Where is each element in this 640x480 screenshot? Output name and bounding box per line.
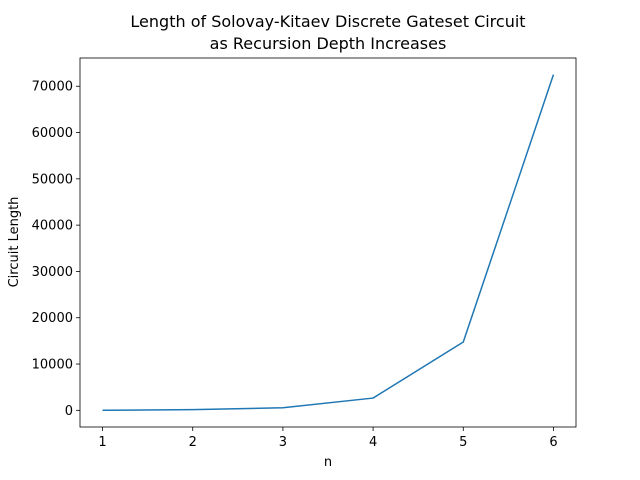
y-axis-label: Circuit Length: [7, 197, 22, 288]
y-tick-label: 40000: [32, 219, 73, 234]
chart-title-line-1: Length of Solovay-Kitaev Discrete Gatese…: [130, 12, 525, 31]
plot-area: 1 2 3 4 5 6 0 10000 20000 30000 40000 50000 60000 700…: [32, 57, 577, 450]
x-axis-label: n: [324, 455, 332, 470]
y-tick-label: 60000: [32, 126, 73, 141]
y-tick-label: 10000: [32, 358, 73, 373]
x-tick-label: 1: [98, 435, 106, 450]
x-tick-label: 3: [279, 435, 287, 450]
plot-frame: [79, 57, 577, 428]
series-line-0: [102, 74, 555, 411]
x-tick-label: 2: [189, 435, 197, 450]
x-tick-label: 6: [549, 435, 557, 450]
y-tick-label: 0: [65, 404, 73, 419]
x-tick-label: 5: [459, 435, 467, 450]
y-tick-label: 20000: [32, 311, 73, 326]
chart-title-line-2: as Recursion Depth Increases: [210, 34, 447, 53]
y-tick-label: 70000: [32, 80, 73, 95]
y-tick-label: 50000: [32, 172, 73, 187]
y-tick-label: 30000: [32, 265, 73, 280]
x-tick-label: 4: [369, 435, 377, 450]
